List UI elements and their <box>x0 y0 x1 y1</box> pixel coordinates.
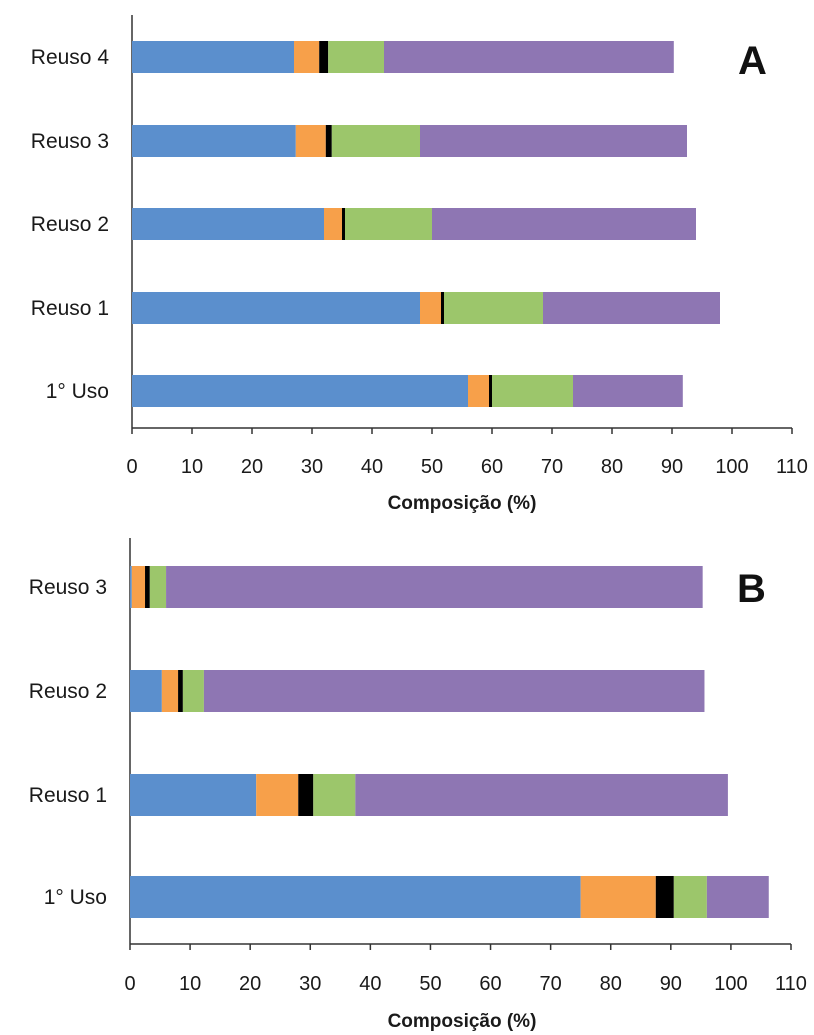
panel-b: B Composição (%) 0 10 20 30 40 50 60 70 80 90 100 1… <box>29 538 807 1032</box>
panel-b-x-tick-label: 100 <box>714 973 747 995</box>
panel-b-bar-segment-4 <box>313 774 356 816</box>
panel-b-bar-segment-2 <box>131 566 146 608</box>
panel-a-bar-segment-2 <box>295 125 326 157</box>
panel-b-x-tick-label: 40 <box>359 973 381 995</box>
panel-b-x-tick-label: 20 <box>239 973 261 995</box>
panel-a-bar-segment-5 <box>573 375 683 407</box>
panel-a-bar-segment-4 <box>444 292 543 324</box>
panel-a-bar-segment-1 <box>132 292 420 324</box>
panel-a-bar-segment-3 <box>319 41 329 73</box>
panel-a: A Composição (%) 0 10 20 30 40 50 60 70 80 90 100 1… <box>31 15 808 514</box>
panel-a-bar-segment-2 <box>420 292 441 324</box>
panel-b-bar-segment-4 <box>673 876 707 918</box>
panel-a-x-tick-label: 40 <box>361 456 383 478</box>
panel-b-x-tick-label: 70 <box>540 973 562 995</box>
panel-a-x-tick-label: 60 <box>481 456 503 478</box>
panel-a-x-axis-title: Composição (%) <box>388 493 537 514</box>
panel-a-bar-segment-1 <box>132 125 296 157</box>
panel-b-bar-segment-2 <box>256 774 299 816</box>
panel-a-x-tick-label: 10 <box>181 456 203 478</box>
panel-b-x-tick-label: 90 <box>660 973 682 995</box>
panel-b-category-label: Reuso 1 <box>29 784 107 807</box>
panel-a-bar-segment-5 <box>420 125 687 157</box>
panel-a-bar-segment-4 <box>492 375 573 407</box>
panel-b-x-axis-title: Composição (%) <box>388 1011 537 1032</box>
panel-b-bar-segment-3 <box>145 566 150 608</box>
panel-a-x-tick-label: 80 <box>601 456 623 478</box>
panel-a-label: A <box>738 39 767 83</box>
panel-b-bar-segment-3 <box>178 670 183 712</box>
panel-a-category-label: 1° Uso <box>46 380 109 403</box>
panel-b-bar-segment-2 <box>161 670 179 712</box>
panel-a-bar-segment-4 <box>331 125 420 157</box>
panel-a-category-label: Reuso 3 <box>31 130 109 153</box>
panel-b-x-tick-label: 80 <box>600 973 622 995</box>
panel-b-bar-segment-5 <box>355 774 728 816</box>
panel-a-bar-segment-3 <box>441 292 444 324</box>
panel-a-bar-segment-5 <box>543 292 720 324</box>
panel-a-bar-segment-4 <box>345 208 432 240</box>
panel-b-x-tick-label: 50 <box>419 973 441 995</box>
panel-a-bar-segment-5 <box>432 208 696 240</box>
panel-a-bar-segment-1 <box>132 41 294 73</box>
panel-b-bar-segment-4 <box>182 670 204 712</box>
panel-b-x-tick-label: 0 <box>124 973 135 995</box>
panel-b-category-label: Reuso 3 <box>29 576 107 599</box>
panel-b-bar-segment-3 <box>298 774 314 816</box>
panel-a-x-tick-label: 0 <box>126 456 137 478</box>
panel-a-x-tick-label: 90 <box>661 456 683 478</box>
panel-b-category-label: 1° Uso <box>44 886 107 909</box>
panel-a-x-tick-label: 100 <box>715 456 748 478</box>
panel-a-bar-segment-3 <box>325 125 332 157</box>
panel-a-category-label: Reuso 2 <box>31 213 109 236</box>
panel-a-x-tick-label: 70 <box>541 456 563 478</box>
panel-b-bar-segment-4 <box>149 566 167 608</box>
panel-b-bar-segment-1 <box>130 566 132 608</box>
panel-a-bar-segment-2 <box>468 375 489 407</box>
panel-b-x-tick-label: 30 <box>299 973 321 995</box>
panel-b-category-label: Reuso 2 <box>29 680 107 703</box>
panel-b-bar-segment-1 <box>130 670 162 712</box>
panel-a-x-tick-label: 110 <box>776 456 808 478</box>
panel-b-bar-segment-1 <box>130 774 257 816</box>
panel-b-x-tick-label: 110 <box>775 973 807 995</box>
panel-b-label: B <box>737 567 766 611</box>
panel-b-bar-segment-3 <box>655 876 674 918</box>
panel-a-bar-segment-2 <box>324 208 342 240</box>
panel-b-bar-segment-5 <box>706 876 769 918</box>
panel-a-x-tick-label: 20 <box>241 456 263 478</box>
panel-a-bar-segment-5 <box>384 41 674 73</box>
panel-a-bar-segment-1 <box>132 375 468 407</box>
panel-b-x-tick-label: 60 <box>479 973 501 995</box>
panel-b-bar-segment-5 <box>166 566 703 608</box>
panel-b-bar-segment-1 <box>130 876 581 918</box>
panel-a-x-tick-label: 30 <box>301 456 323 478</box>
panel-a-bar-segment-2 <box>294 41 320 73</box>
panel-a-x-tick-label: 50 <box>421 456 443 478</box>
panel-a-category-label: Reuso 1 <box>31 297 109 320</box>
panel-b-bar-segment-5 <box>203 670 705 712</box>
panel-a-bar-segment-4 <box>328 41 384 73</box>
panel-a-category-label: Reuso 4 <box>31 46 110 69</box>
panel-a-bar-segment-3 <box>489 375 492 407</box>
panel-a-bar-segment-1 <box>132 208 324 240</box>
panel-b-x-tick-label: 10 <box>179 973 201 995</box>
panel-b-bar-segment-2 <box>580 876 656 918</box>
panel-a-bar-segment-3 <box>342 208 345 240</box>
